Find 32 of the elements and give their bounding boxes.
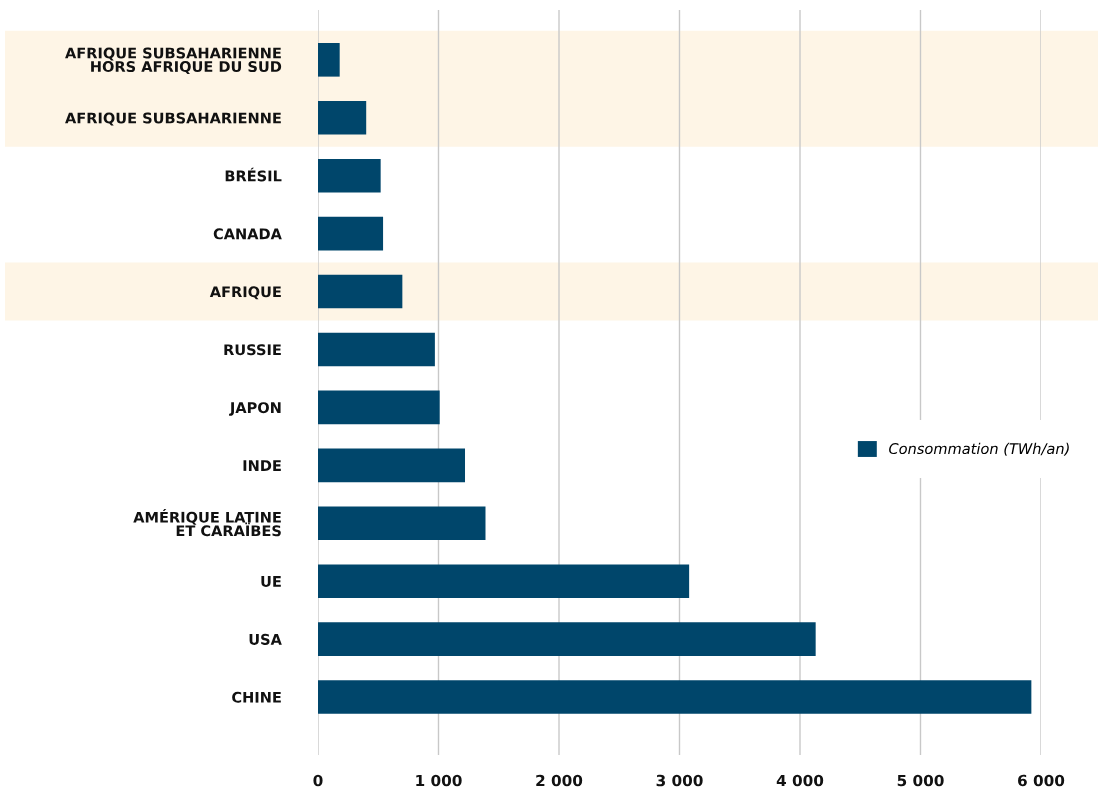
- legend-label: Consommation (TWh/an): [889, 442, 1069, 456]
- x-tick-label: 3 000: [656, 774, 703, 787]
- bar: [318, 158, 381, 193]
- y-tick-label: UE: [261, 576, 281, 587]
- y-tick-label: CHINE: [232, 691, 281, 703]
- bar: [318, 274, 403, 309]
- y-tick-label: JAPON: [229, 402, 281, 416]
- bar: [318, 448, 466, 483]
- x-tick-label: 6 000: [1018, 774, 1065, 787]
- y-tick-label: USA: [249, 633, 282, 645]
- bar: [318, 100, 367, 135]
- y-tick-label: INDE: [243, 460, 281, 471]
- bar: [318, 332, 435, 367]
- y-tick-label: AMÉRIQUE LATINE ET CARAÏBES: [133, 509, 281, 537]
- bar: [318, 680, 1032, 714]
- bar: [318, 506, 486, 541]
- y-tick-label: CANADA: [213, 228, 282, 240]
- x-tick-label: 5 000: [897, 774, 944, 787]
- y-tick-label: AFRIQUE SUBSAHARIENNE: [65, 112, 281, 126]
- y-tick-label: BRÉSIL: [225, 167, 282, 182]
- x-tick-label: 4 000: [776, 774, 824, 787]
- bar: [318, 43, 340, 77]
- y-tick-label: AFRIQUE: [209, 286, 281, 300]
- x-tick-label: 0: [313, 774, 323, 787]
- bar: [318, 622, 816, 656]
- y-tick-label: RUSSIE: [224, 344, 281, 356]
- y-tick-label: AFRIQUE SUBSAHARIENNE HORS AFRIQUE DU SUD: [65, 47, 282, 74]
- x-tick-label: 1 000: [416, 774, 462, 787]
- bar: [318, 216, 384, 251]
- x-tick-label: 2 000: [536, 774, 583, 787]
- bar: [318, 390, 440, 425]
- bar: [318, 564, 690, 599]
